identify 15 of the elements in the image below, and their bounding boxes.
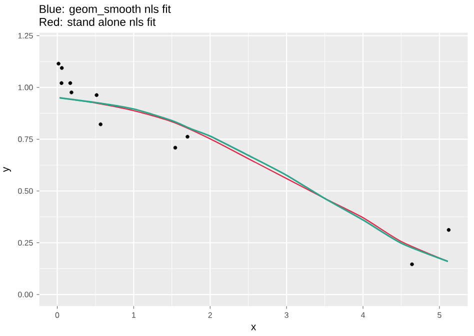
point [173,146,178,150]
point [56,62,60,66]
point [68,81,72,86]
point [98,122,102,126]
point [70,90,74,94]
y-axis-title: y [3,166,11,172]
point [94,93,98,98]
point [186,134,190,139]
chart-title: Blue: geom_smooth nls fit [40,4,171,16]
point [60,81,64,86]
chart-subtitle: Red: stand alone nls fit [40,18,156,26]
point [60,66,64,70]
x-axis-title: x [251,324,256,330]
point [410,262,414,266]
point [446,228,451,232]
